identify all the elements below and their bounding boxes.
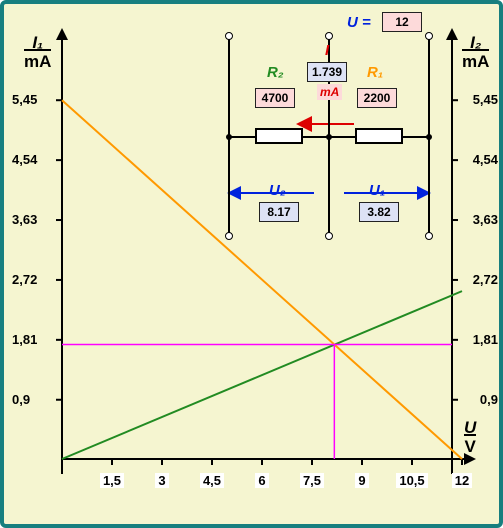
plot-svg: [4, 4, 499, 524]
chart-frame: I₁ mA I₂ mA U V 0,9 0,9 1,81 1,81 2,72 2,72 3,6…: [0, 0, 503, 528]
y-left-tick: 3,63: [12, 212, 52, 227]
y-left-tick: 2,72: [12, 272, 52, 287]
resistor-r1: [355, 128, 403, 144]
y-right-tick: 1,81: [458, 332, 498, 347]
x-axis-label: U V: [464, 419, 476, 456]
y-left-tick: 1,81: [12, 332, 52, 347]
y-right-axis-label: I₂ mA: [462, 34, 489, 71]
x-tick: 1,5: [95, 473, 129, 488]
i-label: I: [325, 42, 329, 59]
node-icon: [426, 134, 432, 140]
u1-label: U₁: [369, 182, 385, 199]
y-left-axis-label: I₁ mA: [24, 34, 51, 71]
x-tick: 4,5: [195, 473, 229, 488]
r2-label: R₂: [267, 64, 284, 81]
y-right-tick: 4,54: [458, 152, 498, 167]
u-equals-label: U =: [347, 14, 371, 31]
y-left-tick: 5,45: [12, 92, 52, 107]
u-value-box[interactable]: 12: [382, 12, 422, 32]
node-icon: [226, 134, 232, 140]
x-tick: 3: [145, 473, 179, 488]
y-left-tick: 4,54: [12, 152, 52, 167]
x-tick: 7,5: [295, 473, 329, 488]
y-right-tick: 3,63: [458, 212, 498, 227]
i-value-box[interactable]: 1.739: [307, 62, 347, 82]
u2-label: U₂: [269, 182, 286, 199]
r2-value-box[interactable]: 4700: [255, 88, 295, 108]
terminal-icon: [325, 32, 333, 40]
y-right-tick: 5,45: [458, 92, 498, 107]
y-right-tick: 0,9: [458, 392, 498, 407]
ma-label: mA: [317, 84, 342, 100]
x-tick: 6: [245, 473, 279, 488]
node-icon: [326, 134, 332, 140]
x-tick: 9: [345, 473, 379, 488]
r1-value-box[interactable]: 2200: [357, 88, 397, 108]
u1-value-box[interactable]: 3.82: [359, 202, 399, 222]
terminal-icon: [225, 232, 233, 240]
x-tick: 10,5: [395, 473, 429, 488]
terminal-icon: [425, 232, 433, 240]
terminal-icon: [325, 232, 333, 240]
u2-value-box[interactable]: 8.17: [259, 202, 299, 222]
resistor-r2: [255, 128, 303, 144]
y-right-tick: 2,72: [458, 272, 498, 287]
r1-label: R₁: [367, 64, 383, 81]
terminal-icon: [225, 32, 233, 40]
terminal-icon: [425, 32, 433, 40]
y-left-tick: 0,9: [12, 392, 52, 407]
x-tick: 12: [445, 473, 479, 488]
